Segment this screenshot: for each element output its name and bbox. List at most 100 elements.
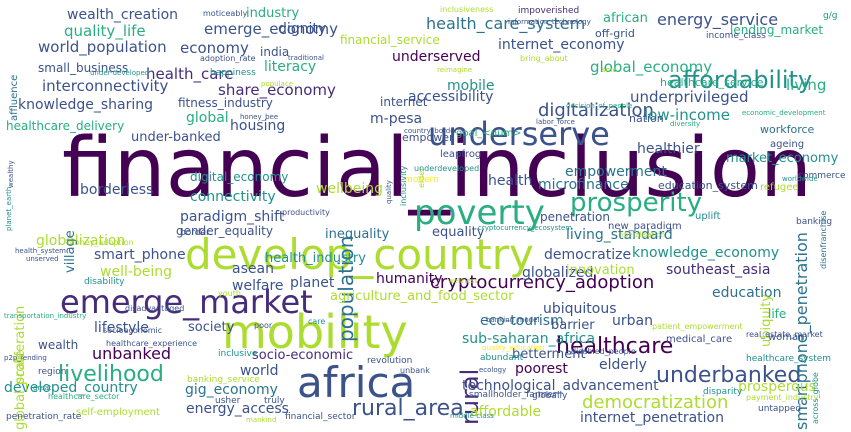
word-129: affluence	[9, 74, 20, 121]
word-72: living	[786, 76, 827, 94]
word-177: healthcare_system	[746, 354, 832, 364]
word-146: transportation_industry	[4, 312, 87, 320]
word-73: mobile	[447, 78, 495, 94]
word-115: nation	[629, 112, 664, 125]
word-153: under-developed	[90, 69, 150, 77]
word-11: livelihood	[58, 362, 164, 387]
word-108: penetration	[540, 210, 610, 224]
word-152: wealthy	[7, 160, 15, 189]
word-173: self-employment	[76, 407, 160, 418]
word-196: p2p_lending	[4, 354, 47, 362]
word-123: medical_care	[666, 334, 733, 345]
word-138: reimagine	[437, 66, 473, 74]
word-69: industry	[246, 6, 300, 21]
word-127: income_class	[706, 31, 766, 41]
word-163: middle-class	[450, 412, 494, 420]
word-89: under-banked	[131, 130, 221, 145]
word-46: globalized	[522, 265, 594, 281]
word-88: market_economy	[726, 151, 839, 166]
word-90: well-being	[100, 264, 173, 280]
word-93: fitness_industry	[178, 96, 273, 110]
word-111: ageing	[770, 139, 805, 150]
word-141: youth	[218, 289, 241, 298]
word-40: empowerment	[565, 164, 667, 180]
word-71: literacy	[264, 59, 317, 75]
word-181: across_globe	[811, 371, 820, 424]
word-58: energy_access	[186, 401, 289, 417]
word-147: money_adoption	[67, 238, 134, 247]
word-59: gig_economy	[185, 382, 278, 398]
word-48: world	[240, 363, 279, 379]
word-38: borderless	[80, 182, 154, 198]
word-128: g/g	[823, 11, 838, 21]
word-85: barrier	[551, 318, 595, 333]
word-8: affordability	[668, 66, 813, 94]
word-192: underdeveloped	[414, 164, 480, 173]
word-171: untapped	[758, 404, 802, 414]
word-30: share_economy	[218, 81, 336, 99]
word-145: unserved	[26, 255, 59, 263]
word-50: lifestyle	[94, 320, 149, 336]
word-160: revolution	[367, 356, 413, 366]
word-165: mankind	[246, 416, 277, 424]
word-23: emerge_economy	[204, 20, 339, 38]
word-62: technological_advancement	[462, 378, 659, 394]
word-22: energy_service	[657, 10, 779, 29]
word-91: health_industry	[265, 251, 366, 266]
word-95: gender_equality	[176, 224, 273, 238]
word-97: india	[260, 45, 290, 59]
word-186: labor_force	[536, 118, 575, 126]
word-194: great	[33, 384, 52, 392]
word-184: sme	[602, 66, 617, 74]
word-43: globalization	[36, 233, 126, 249]
word-41: living_standard	[566, 227, 673, 243]
word-199: economic_development	[742, 109, 826, 117]
word-137: bring_about	[520, 54, 568, 63]
word-65: asean	[232, 261, 274, 277]
word-52: education	[712, 285, 782, 301]
word-101: financial_service	[340, 33, 440, 47]
word-86: southeast_asia	[666, 262, 771, 278]
word-83: innovation	[566, 263, 635, 278]
word-117: abundant	[480, 353, 524, 363]
word-18: microfinance	[538, 177, 629, 193]
word-135: traditional	[288, 54, 324, 62]
word-112: refugee	[760, 182, 799, 193]
word-31: knowledge_sharing	[18, 97, 154, 113]
word-20: wealth_creation	[67, 7, 179, 23]
word-104: prosperous	[738, 379, 816, 395]
word-36: connectivity	[190, 189, 276, 205]
word-113: empower	[402, 131, 454, 144]
word-13: healthcare	[556, 334, 674, 359]
word-37: paradigm_shift	[180, 209, 285, 225]
word-45: democratize	[544, 247, 632, 263]
word-109: education_system	[658, 179, 758, 192]
word-198: decision_of_people	[566, 102, 633, 110]
word-159: inclusive	[218, 349, 258, 359]
word-156: disadvantaged	[125, 304, 185, 313]
word-170: disparity	[703, 387, 743, 397]
word-168: region	[38, 367, 67, 377]
word-68: agriculture_and_food_sector	[330, 289, 514, 304]
word-172: banking_service	[187, 375, 260, 385]
word-81: equality	[432, 225, 485, 240]
word-5: poverty	[414, 193, 545, 233]
word-29: interconnectivity	[42, 77, 169, 95]
word-118: globally	[532, 391, 568, 401]
word-56: poorest	[515, 361, 568, 377]
word-161: unbank	[400, 366, 430, 375]
word-197: border	[180, 228, 210, 238]
word-106: wealth	[38, 338, 79, 352]
word-131: information_technology	[508, 18, 591, 26]
word-164: financial_sector	[285, 412, 356, 422]
word-191: goal_<num>	[456, 128, 522, 139]
word-136: happiness	[210, 68, 256, 78]
word-133: inclusiveness	[440, 5, 494, 14]
word-167: usher	[215, 396, 241, 406]
word-75: global	[186, 110, 229, 126]
word-99: lending_market	[730, 23, 824, 37]
word-63: socio-economic	[252, 348, 354, 363]
word-87: healthier	[637, 141, 700, 157]
word-12: cryptocurrency_adoption	[430, 272, 655, 293]
word-42: knowledge_economy	[632, 245, 780, 261]
